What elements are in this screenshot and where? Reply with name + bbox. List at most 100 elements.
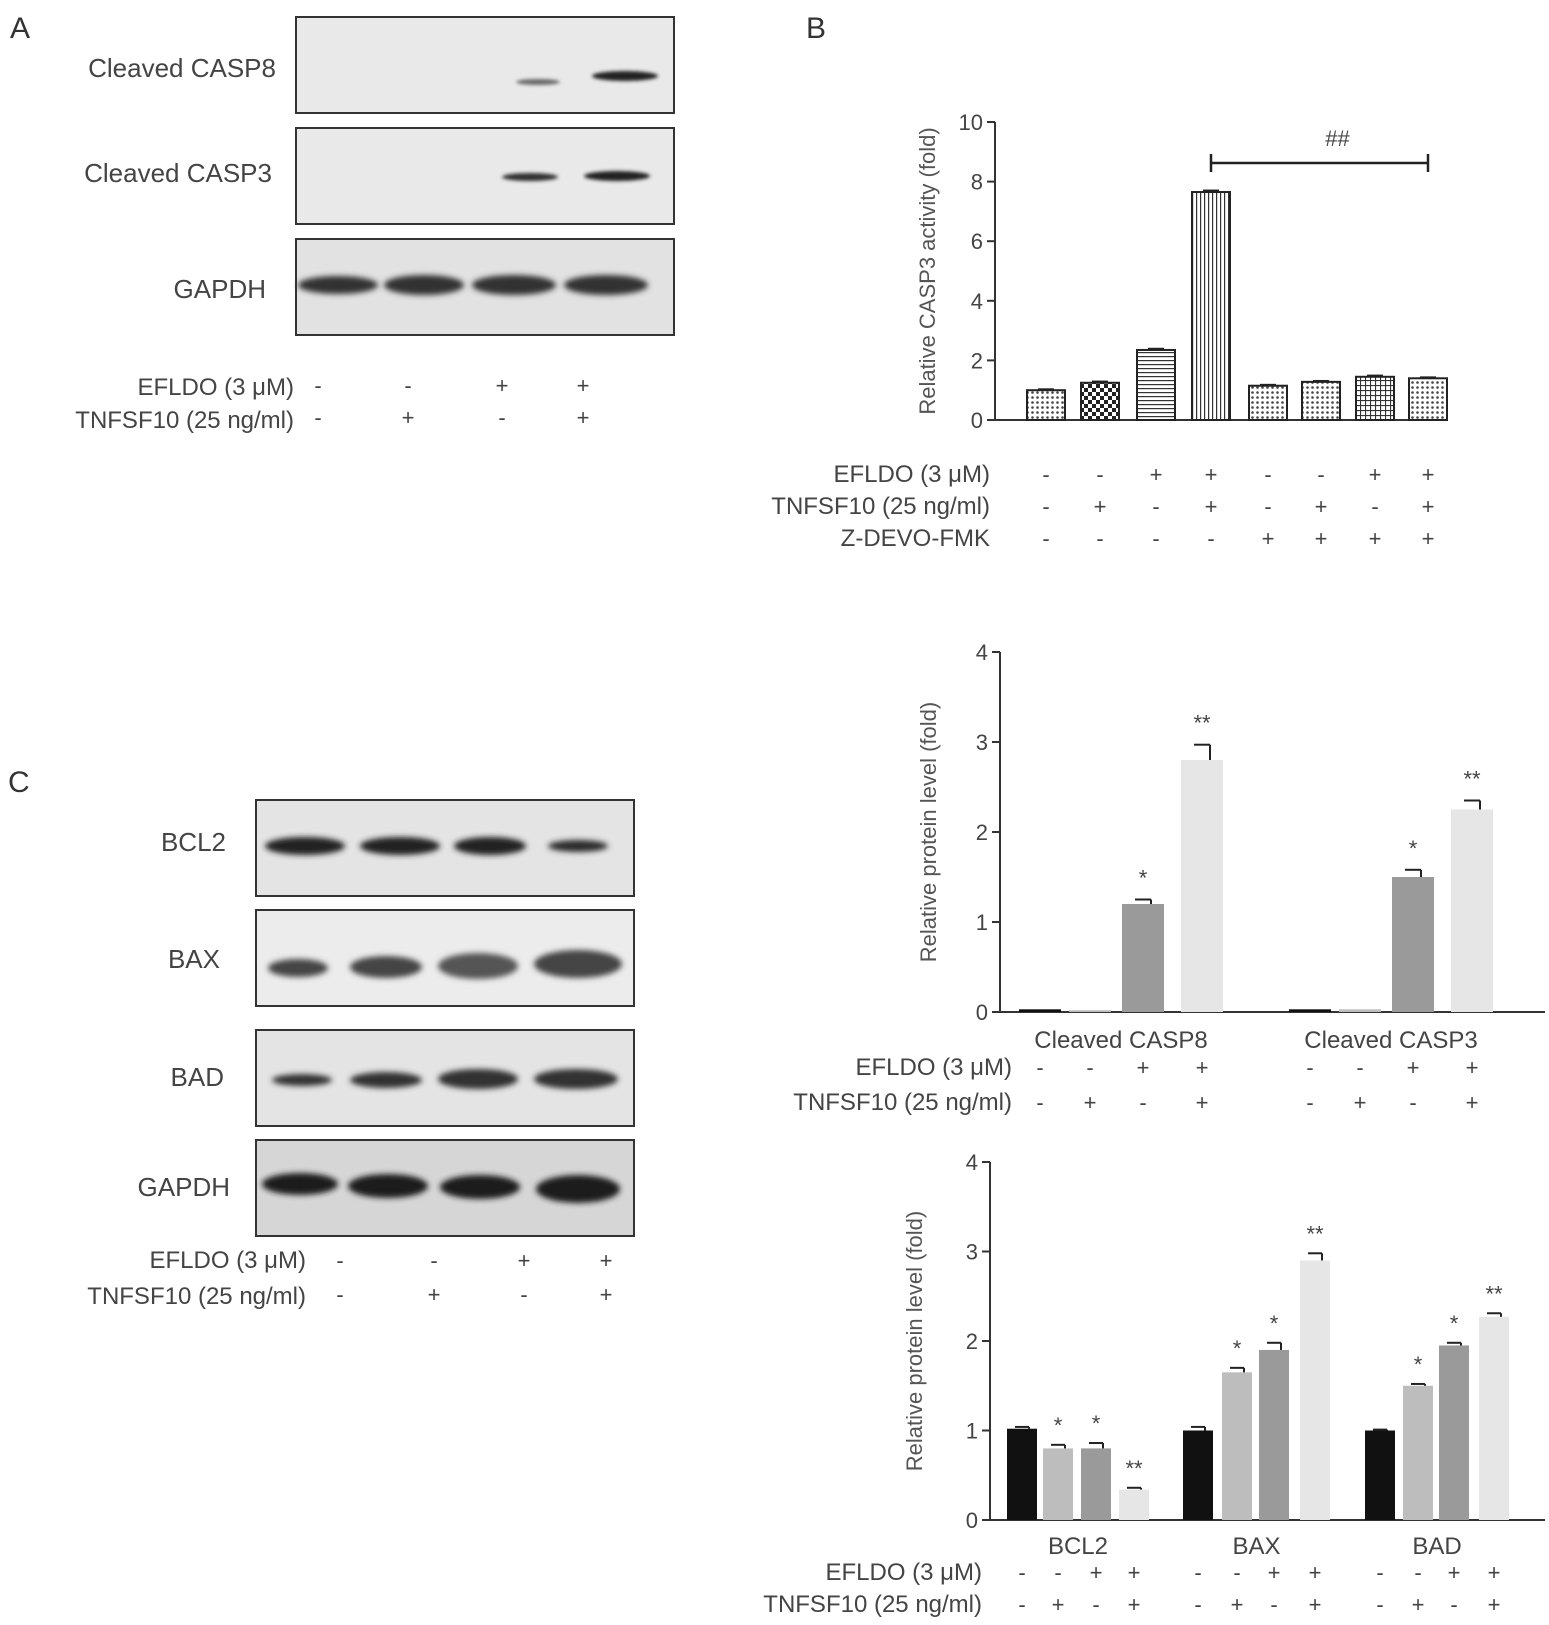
condition-label: TNFSF10 (25 ng/ml) — [763, 1591, 982, 1618]
condition-sign: - — [1194, 1560, 1201, 1585]
condition-sign: + — [1128, 1592, 1141, 1617]
condition-sign: - — [1356, 1055, 1363, 1080]
condition-sign: + — [1422, 526, 1435, 551]
condition-sign: + — [1354, 1090, 1367, 1115]
blot-c-conditions: EFLDO (3 μM) TNFSF10 (25 ng/ml) - - + + … — [87, 1247, 612, 1310]
blot-c-row-bax: BAX — [168, 909, 635, 1007]
band — [350, 956, 422, 978]
blot-a-row-gapdh: GAPDH — [174, 238, 675, 336]
western-blot-c: BCL2 BAX BAD GAPDH — [87, 799, 635, 1310]
condition-label: EFLDO (3 μM) — [825, 1559, 982, 1586]
condition-sign: - — [1270, 1592, 1277, 1617]
condition-sign: + — [1488, 1560, 1501, 1585]
condition-sign: - — [336, 1282, 343, 1307]
condition-sign: - — [1036, 1090, 1043, 1115]
condition-sign: - — [1096, 526, 1103, 551]
bar — [1403, 1385, 1433, 1520]
condition-label: TNFSF10 (25 ng/ml) — [87, 1283, 306, 1310]
condition-sign: + — [1196, 1090, 1209, 1115]
y-tick-label: 0 — [976, 1000, 988, 1025]
band — [298, 276, 378, 294]
band — [536, 1175, 620, 1203]
bar — [1183, 1430, 1213, 1520]
condition-sign: + — [1369, 526, 1382, 551]
bar — [1119, 1489, 1149, 1520]
condition-sign: + — [1084, 1090, 1097, 1115]
condition-sign: - — [1054, 1560, 1061, 1585]
significance-marker: * — [1409, 836, 1418, 861]
band — [268, 959, 328, 977]
bar — [1081, 1448, 1111, 1520]
chart-cleaved-caspases: 0 1 2 3 4 Relative protein level (fold) Cleave… — [793, 640, 1545, 1116]
condition-sign: + — [402, 405, 415, 430]
y-tick-label: 0 — [966, 1508, 978, 1533]
condition-sign: + — [1262, 526, 1275, 551]
condition-sign: + — [1422, 494, 1435, 519]
bar — [1019, 1009, 1061, 1012]
condition-sign: + — [1196, 1055, 1209, 1080]
condition-sign: + — [1150, 462, 1163, 487]
blot-label: BAX — [168, 944, 220, 974]
bar — [1043, 1448, 1073, 1520]
category-label: BCL2 — [1048, 1533, 1108, 1560]
category-label: BAX — [1232, 1533, 1280, 1560]
condition-sign: - — [314, 373, 321, 398]
condition-sign: + — [1309, 1560, 1322, 1585]
condition-sign: + — [1488, 1592, 1501, 1617]
y-tick-label: 4 — [976, 640, 988, 665]
band — [584, 171, 650, 181]
panel-label-b: B — [806, 12, 826, 45]
significance-marker: * — [1139, 866, 1148, 891]
condition-sign: - — [1233, 1560, 1240, 1585]
category-label: Cleaved CASP3 — [1304, 1027, 1477, 1054]
condition-sign: - — [1376, 1592, 1383, 1617]
condition-label: Z-DEVO-FMK — [841, 525, 990, 552]
y-tick-label: 6 — [971, 229, 983, 254]
condition-label: EFLDO (3 μM) — [855, 1054, 1012, 1081]
condition-sign: + — [577, 373, 590, 398]
y-tick-label: 3 — [976, 730, 988, 755]
bar — [1181, 760, 1223, 1012]
condition-sign: - — [1306, 1090, 1313, 1115]
y-axis-label: Relative CASP3 activity (fold) — [915, 127, 940, 414]
panel-label-c: C — [8, 766, 30, 799]
category-label: Cleaved CASP8 — [1034, 1027, 1207, 1054]
significance-marker: ** — [1125, 1456, 1143, 1481]
condition-label: TNFSF10 (25 ng/ml) — [793, 1089, 1012, 1116]
condition-sign: - — [1036, 1055, 1043, 1080]
y-tick-label: 4 — [971, 289, 983, 314]
western-blot-a: Cleaved CASP8 Cleaved CASP3 GAPDH EFLDO … — [75, 16, 675, 434]
condition-label: EFLDO (3 μM) — [149, 1247, 306, 1274]
condition-sign: + — [1412, 1592, 1425, 1617]
blot-label: GAPDH — [174, 274, 266, 304]
bar — [1026, 389, 1066, 422]
condition-sign: + — [1315, 526, 1328, 551]
condition-sign: + — [1231, 1592, 1244, 1617]
blot-label: BAD — [171, 1062, 224, 1092]
condition-sign: - — [1042, 462, 1049, 487]
condition-sign: - — [1317, 462, 1324, 487]
y-tick-label: 8 — [971, 170, 983, 195]
bar — [1365, 1430, 1395, 1520]
condition-sign: - — [1414, 1560, 1421, 1585]
blot-label: Cleaved CASP3 — [84, 158, 272, 188]
band — [272, 1074, 332, 1086]
condition-sign: + — [1309, 1592, 1322, 1617]
y-tick-label: 1 — [966, 1419, 978, 1444]
condition-sign: - — [498, 405, 505, 430]
condition-sign: + — [1369, 462, 1382, 487]
condition-sign: - — [1450, 1592, 1457, 1617]
condition-sign: + — [1052, 1592, 1065, 1617]
condition-sign: + — [577, 405, 590, 430]
band — [438, 1069, 518, 1089]
condition-sign: - — [1194, 1592, 1201, 1617]
bar — [1080, 381, 1120, 421]
condition-sign: + — [518, 1248, 531, 1273]
condition-sign: - — [1086, 1055, 1093, 1080]
bar — [1300, 1260, 1330, 1520]
category-label: BAD — [1412, 1533, 1461, 1560]
blot-c-row-bcl2: BCL2 — [161, 799, 635, 897]
condition-sign: - — [1018, 1560, 1025, 1585]
blot-a-row-casp3: Cleaved CASP3 — [84, 127, 675, 225]
